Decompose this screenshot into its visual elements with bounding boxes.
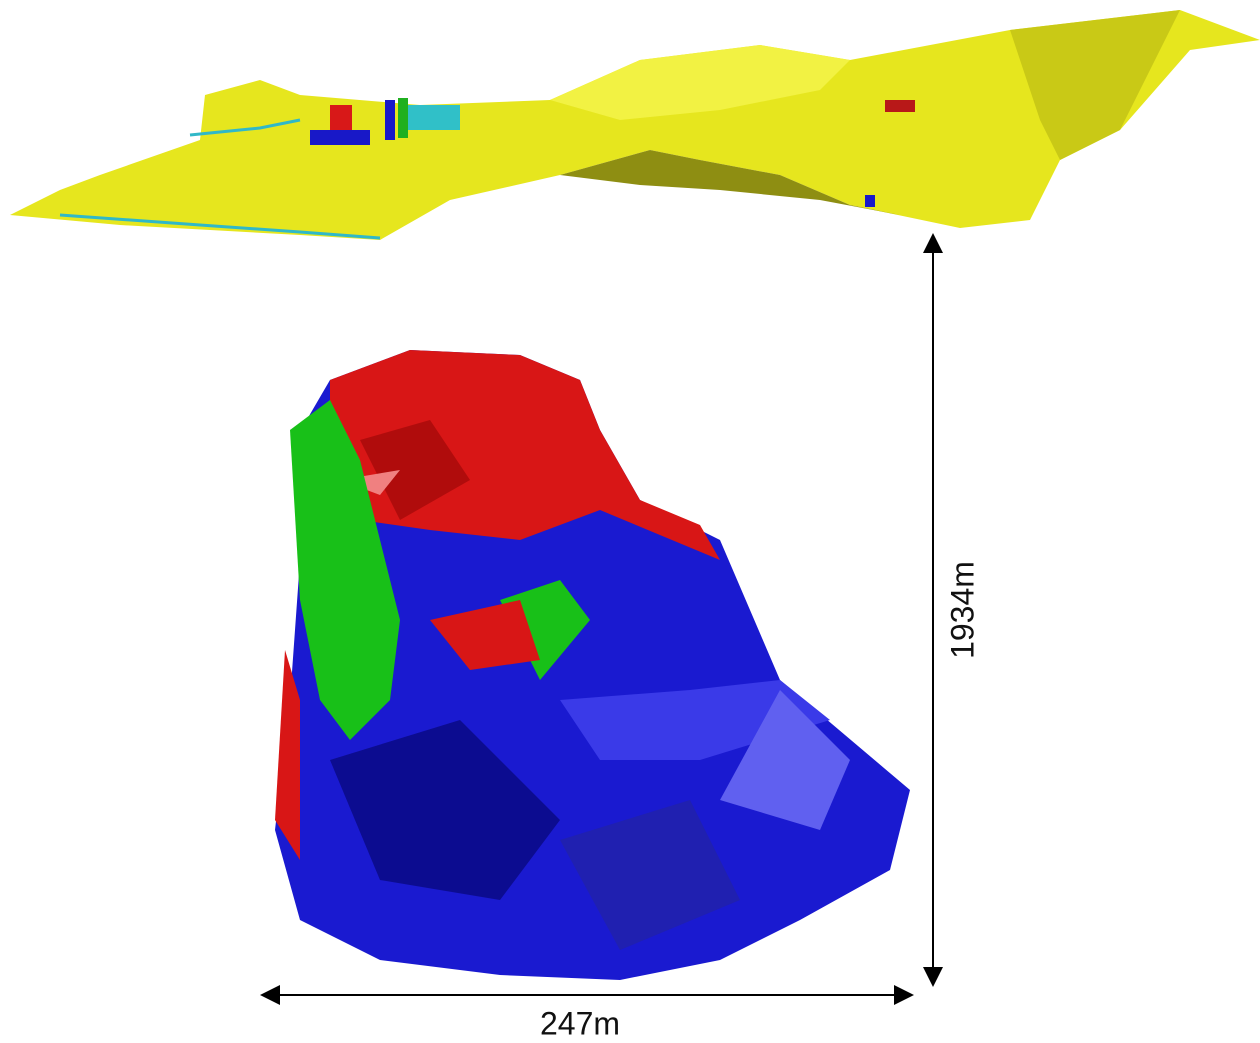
terrain-surface	[10, 10, 1260, 240]
page: {"dimensions": {"height": "1934m", "widt…	[0, 0, 1260, 1043]
width-label: 247m	[540, 1005, 620, 1041]
height-label: 1934m	[944, 561, 980, 659]
figure: 1934m 247m	[0, 0, 1260, 1043]
ore-body	[275, 350, 910, 980]
